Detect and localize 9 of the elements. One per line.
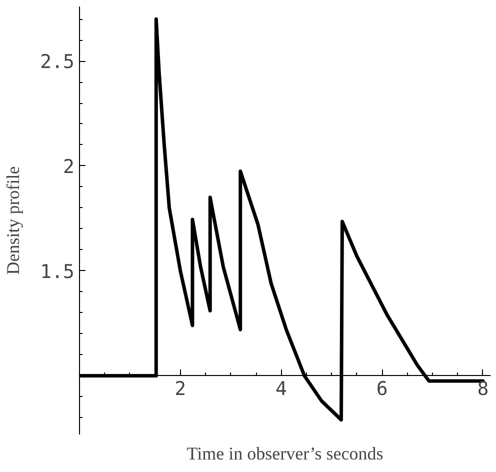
x-tick-label: 6 — [376, 378, 388, 400]
x-tick-label: 8 — [477, 378, 489, 400]
x-tick-label: 2 — [174, 378, 186, 400]
x-axis-title: Time in observer’s seconds — [186, 444, 384, 464]
x-tick-label: 4 — [276, 378, 287, 400]
y-tick-label: 2 — [63, 156, 75, 178]
y-axis-title: Density profile — [3, 166, 24, 275]
y-tick-label: 2.5 — [40, 51, 75, 74]
y-tick-label: 1.5 — [40, 260, 75, 283]
